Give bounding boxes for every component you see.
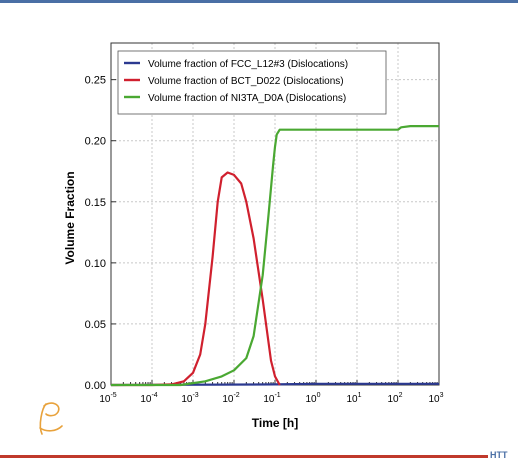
legend-entry-label: Volume fraction of FCC_L12#3 (Dislocatio… <box>148 59 348 70</box>
x-tick-label: 10-5 <box>99 392 116 405</box>
series-line-2 <box>111 171 281 387</box>
series-lines <box>110 124 439 387</box>
axis-ticks: 10-5 10-4 10-3 10-2 10-1 100 101 102 103 0.00 0.05… <box>85 75 444 405</box>
header-rule <box>0 0 518 3</box>
series-line-1 <box>110 382 439 387</box>
series-line-3 <box>111 124 439 387</box>
y-tick-label: 0.05 <box>85 319 106 331</box>
y-tick-label: 0.25 <box>85 75 106 87</box>
x-tick-label: 100 <box>305 392 320 405</box>
x-tick-label: 10-2 <box>222 392 239 405</box>
x-tick-label: 10-1 <box>263 392 280 405</box>
y-tick-label: 0.20 <box>85 136 106 148</box>
y-tick-label: 0.10 <box>85 258 106 270</box>
legend-box <box>117 50 387 115</box>
x-tick-label: 10-4 <box>140 392 157 405</box>
footer-rule <box>0 455 488 458</box>
y-tick-label: 0.00 <box>85 380 106 392</box>
x-tick-label: 101 <box>346 392 361 405</box>
x-tick-label: 102 <box>387 392 402 405</box>
legend-entry-label: Volume fraction of BCT_D022 (Dislocation… <box>148 76 344 87</box>
x-axis-label: Time [h] <box>252 416 298 430</box>
y-axis-label: Volume Fraction <box>63 171 77 264</box>
company-logo-icon <box>39 402 63 435</box>
x-tick-label: 10-3 <box>181 392 198 405</box>
brand-label: HTT <box>490 450 508 460</box>
legend: Volume fraction of FCC_L12#3 (Dislocatio… <box>117 50 387 115</box>
y-tick-label: 0.15 <box>85 197 106 209</box>
x-tick-label: 103 <box>428 392 443 405</box>
legend-entry-label: Volume fraction of NI3TA_D0A (Dislocatio… <box>148 93 346 104</box>
